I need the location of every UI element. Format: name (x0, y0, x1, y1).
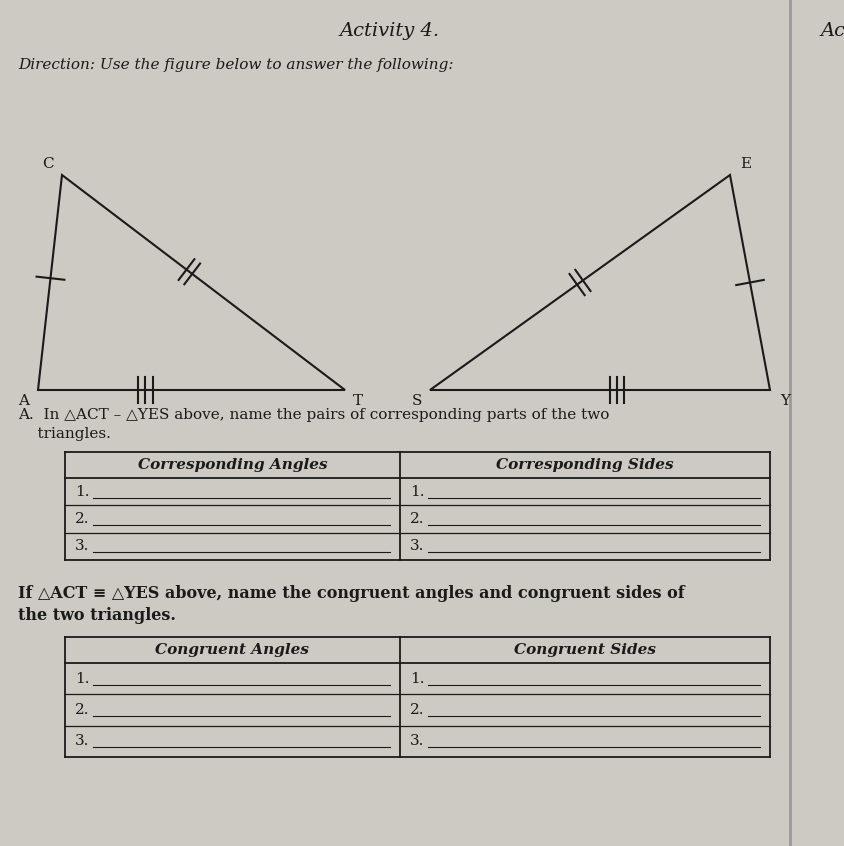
Text: 2.: 2. (75, 512, 89, 526)
Text: Congruent Sides: Congruent Sides (513, 643, 655, 657)
Text: 2.: 2. (409, 512, 424, 526)
Text: Corresponding Sides: Corresponding Sides (495, 458, 673, 472)
Text: S: S (411, 394, 421, 408)
Text: A.  In △ACT – △YES above, name the pairs of corresponding parts of the two: A. In △ACT – △YES above, name the pairs … (18, 408, 609, 422)
Text: 3.: 3. (75, 734, 89, 749)
Text: Congruent Angles: Congruent Angles (155, 643, 309, 657)
Text: E: E (739, 157, 750, 171)
Text: 2.: 2. (409, 703, 424, 717)
Text: Direction: Use the figure below to answer the following:: Direction: Use the figure below to answe… (18, 58, 453, 72)
Text: 3.: 3. (75, 540, 89, 553)
Text: triangles.: triangles. (18, 427, 111, 441)
Text: Activity 4.: Activity 4. (339, 22, 440, 40)
Text: 1.: 1. (409, 485, 424, 498)
Text: 2.: 2. (75, 703, 89, 717)
Text: 3.: 3. (409, 540, 424, 553)
Text: 3.: 3. (409, 734, 424, 749)
Text: 1.: 1. (409, 672, 424, 685)
Text: Corresponding Angles: Corresponding Angles (138, 458, 327, 472)
Text: Acti: Acti (819, 22, 844, 40)
Text: 1.: 1. (75, 485, 89, 498)
Text: 1.: 1. (75, 672, 89, 685)
Text: C: C (42, 157, 54, 171)
Text: the two triangles.: the two triangles. (18, 607, 176, 624)
Text: T: T (353, 394, 363, 408)
Text: Y: Y (779, 394, 789, 408)
Text: If △ACT ≡ △YES above, name the congruent angles and congruent sides of: If △ACT ≡ △YES above, name the congruent… (18, 585, 684, 602)
Text: A: A (19, 394, 30, 408)
